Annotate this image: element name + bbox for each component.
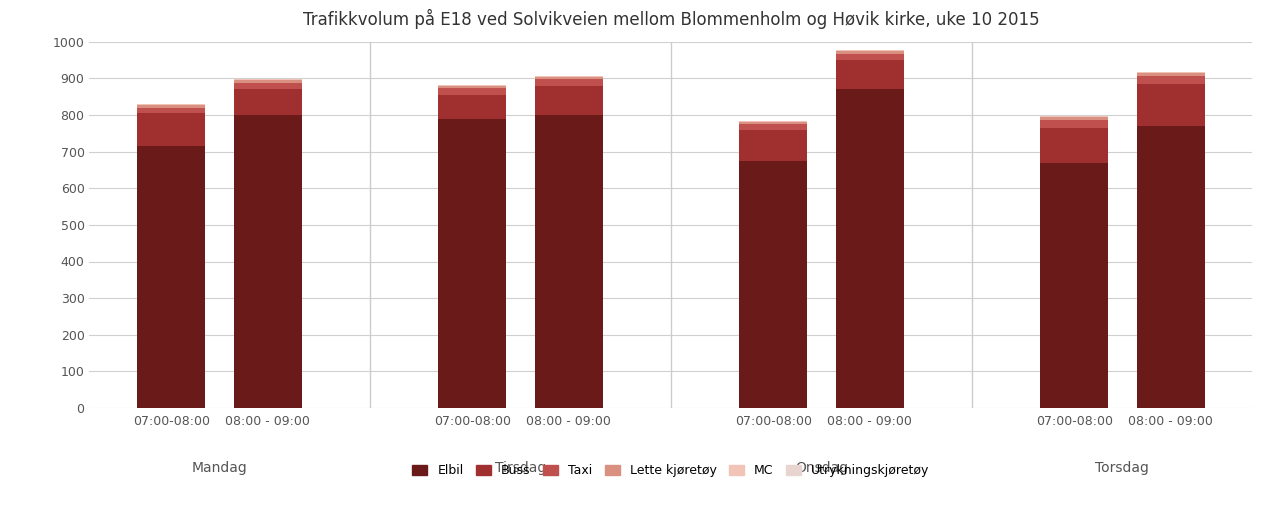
Bar bbox=[534, 79, 603, 86]
Bar bbox=[1136, 126, 1205, 408]
Bar bbox=[234, 79, 302, 80]
Bar bbox=[739, 161, 808, 408]
Text: Onsdag: Onsdag bbox=[795, 461, 849, 475]
Bar bbox=[438, 119, 506, 408]
Bar bbox=[137, 105, 206, 108]
Bar bbox=[438, 85, 506, 86]
Bar bbox=[137, 108, 206, 113]
Bar bbox=[1136, 76, 1205, 84]
Text: Tirsdag: Tirsdag bbox=[495, 461, 546, 475]
Bar bbox=[739, 122, 808, 124]
Bar bbox=[836, 50, 904, 51]
Bar bbox=[1136, 72, 1205, 73]
Bar bbox=[234, 89, 302, 115]
Bar bbox=[1040, 117, 1108, 120]
Bar bbox=[534, 115, 603, 408]
Bar bbox=[438, 86, 506, 88]
Bar bbox=[137, 104, 206, 105]
Bar bbox=[234, 80, 302, 83]
Bar bbox=[438, 95, 506, 119]
Legend: Elbil, Buss, Taxi, Lette kjøretøy, MC, Utrykningskjøretøy: Elbil, Buss, Taxi, Lette kjøretøy, MC, U… bbox=[408, 459, 934, 482]
Bar bbox=[234, 115, 302, 408]
Bar bbox=[739, 130, 808, 161]
Bar bbox=[739, 124, 808, 130]
Bar bbox=[1136, 84, 1205, 126]
Bar bbox=[534, 76, 603, 79]
Text: Torsdag: Torsdag bbox=[1095, 461, 1149, 475]
Title: Trafikkvolum på E18 ved Solvikveien mellom Blommenholm og Høvik kirke, uke 10 20: Trafikkvolum på E18 ved Solvikveien mell… bbox=[303, 9, 1039, 29]
Bar bbox=[1136, 73, 1205, 76]
Bar bbox=[1040, 120, 1108, 128]
Bar bbox=[836, 60, 904, 89]
Bar bbox=[836, 89, 904, 408]
Bar bbox=[1040, 116, 1108, 117]
Bar bbox=[137, 113, 206, 146]
Text: Mandag: Mandag bbox=[192, 461, 248, 475]
Bar bbox=[836, 51, 904, 53]
Bar bbox=[137, 146, 206, 408]
Bar bbox=[1040, 163, 1108, 408]
Bar bbox=[739, 121, 808, 122]
Bar bbox=[836, 53, 904, 60]
Bar bbox=[234, 83, 302, 89]
Bar bbox=[1040, 128, 1108, 163]
Bar bbox=[438, 88, 506, 95]
Bar bbox=[534, 86, 603, 115]
